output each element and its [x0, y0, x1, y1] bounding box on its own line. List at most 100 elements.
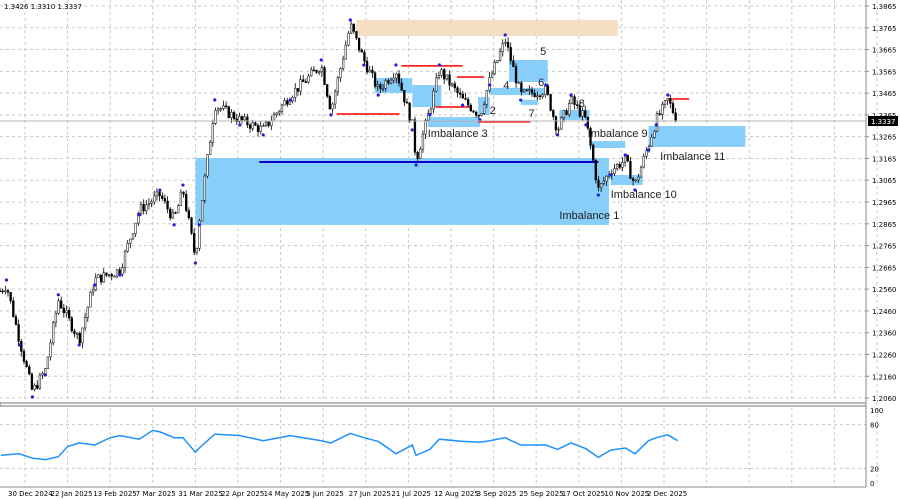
time-tick-label: 3 Sep 2025: [477, 490, 517, 498]
fractal-down-marker: [93, 283, 97, 287]
candle-bear: [99, 274, 103, 283]
time-tick-label: 7 Mar 2025: [136, 490, 176, 498]
candle-bear: [161, 195, 164, 199]
price-tick-label: 1.3365: [872, 112, 897, 120]
candle-bull: [424, 119, 427, 135]
candle-bull: [38, 374, 42, 389]
candle-bear: [387, 80, 390, 84]
fractal-down-marker: [414, 163, 418, 167]
candle-bear: [187, 210, 191, 219]
candle-bear: [520, 82, 523, 93]
fractal-down-marker: [362, 63, 366, 67]
indicator-tick-label: 0: [870, 480, 874, 488]
candle-bull: [222, 105, 225, 109]
candle-bear: [9, 292, 12, 302]
annotation-label: 4: [503, 80, 509, 92]
candle-bull: [137, 213, 140, 224]
candle-bear: [12, 300, 15, 318]
annotation-label: 8: [579, 98, 585, 110]
price-tick-label: 1.2360: [872, 330, 897, 338]
imbalance-zone: [195, 158, 609, 225]
candle-bull: [131, 233, 135, 240]
candle-bull: [653, 130, 656, 138]
candle-bull: [145, 204, 148, 212]
fractal-down-marker: [30, 395, 35, 399]
candle-bull: [126, 243, 129, 252]
candle-bear: [78, 333, 81, 344]
candle-bear: [36, 385, 39, 389]
price-tick-label: 1.2865: [872, 221, 897, 229]
candle-bear: [477, 114, 480, 117]
price-tick-label: 1.3165: [872, 155, 897, 163]
candle-bear: [552, 110, 555, 117]
candle-bull: [570, 96, 574, 104]
fractal-down-marker: [646, 148, 651, 152]
candle-bear: [618, 164, 621, 168]
candle-bear: [105, 272, 108, 276]
candle-bear: [408, 102, 411, 122]
candle-bear: [573, 96, 576, 105]
fractal-down-marker: [488, 83, 492, 87]
candle-bull: [46, 356, 50, 369]
candle-bear: [405, 101, 409, 104]
candle-bull: [139, 203, 143, 214]
candle-bull: [4, 290, 7, 292]
candle-bear: [17, 324, 20, 342]
candle-bull: [517, 82, 520, 84]
candle-bear: [169, 208, 172, 219]
annotation-label: Imbalance 10: [611, 189, 677, 201]
fractal-down-marker: [193, 261, 197, 265]
candle-bear: [506, 41, 510, 48]
candle-bear: [512, 60, 515, 68]
candle-bear: [227, 106, 230, 118]
candle-bull: [581, 110, 584, 117]
imbalance-zone: [559, 109, 590, 120]
candle-bear: [163, 198, 167, 202]
fractal-down-marker: [43, 373, 47, 377]
candle-bull: [331, 103, 334, 110]
candle-bear: [240, 116, 244, 121]
time-tick-label: 10 Nov 2025: [604, 490, 649, 498]
candle-bull: [544, 85, 547, 96]
candle-bull: [384, 80, 387, 89]
price-axis: 1.3865 1.3765 1.3665 1.3565 1.3465 1.3365 1.32…: [866, 3, 897, 403]
candle-bull: [639, 166, 643, 178]
candle-bear: [302, 79, 305, 82]
time-tick-label: 2 Dec 2025: [647, 490, 687, 498]
candle-bear: [352, 23, 355, 32]
fractal-down-marker: [17, 343, 22, 347]
pane-separator[interactable]: [0, 402, 867, 407]
fractal-down-marker: [609, 173, 613, 177]
candle-bull: [490, 73, 494, 78]
candle-bear: [185, 194, 188, 211]
price-tick-label: 1.3265: [872, 134, 897, 142]
fractals: [4, 18, 670, 399]
candles: [0, 20, 677, 392]
candle-bull: [376, 84, 379, 87]
candle-bear: [469, 104, 472, 112]
candle-bull: [198, 220, 201, 249]
candle-bear: [525, 89, 528, 92]
candle-bear: [323, 67, 326, 85]
candle-bull: [602, 180, 605, 184]
candle-bear: [546, 85, 550, 95]
candle-bear: [312, 69, 316, 72]
imbalance-zone: [648, 126, 746, 147]
fractal-down-marker: [596, 193, 600, 197]
candle-bull: [504, 41, 507, 44]
candle-bull: [621, 162, 624, 168]
candle-bull: [230, 112, 233, 118]
candle-bull: [560, 117, 563, 130]
annotation-label: 5: [540, 46, 546, 58]
candle-bear: [584, 110, 587, 118]
annotation-label: Imbalance 1: [559, 210, 619, 222]
candle-bull: [97, 274, 100, 279]
fractal-up-marker: [319, 58, 323, 62]
fractal-up-marker: [437, 63, 441, 67]
time-tick-label: 17 Oct 2025: [562, 490, 605, 498]
candle-bull: [498, 51, 502, 61]
fractal-up-marker: [394, 63, 398, 67]
price-tick-label: 1.3065: [872, 177, 897, 185]
